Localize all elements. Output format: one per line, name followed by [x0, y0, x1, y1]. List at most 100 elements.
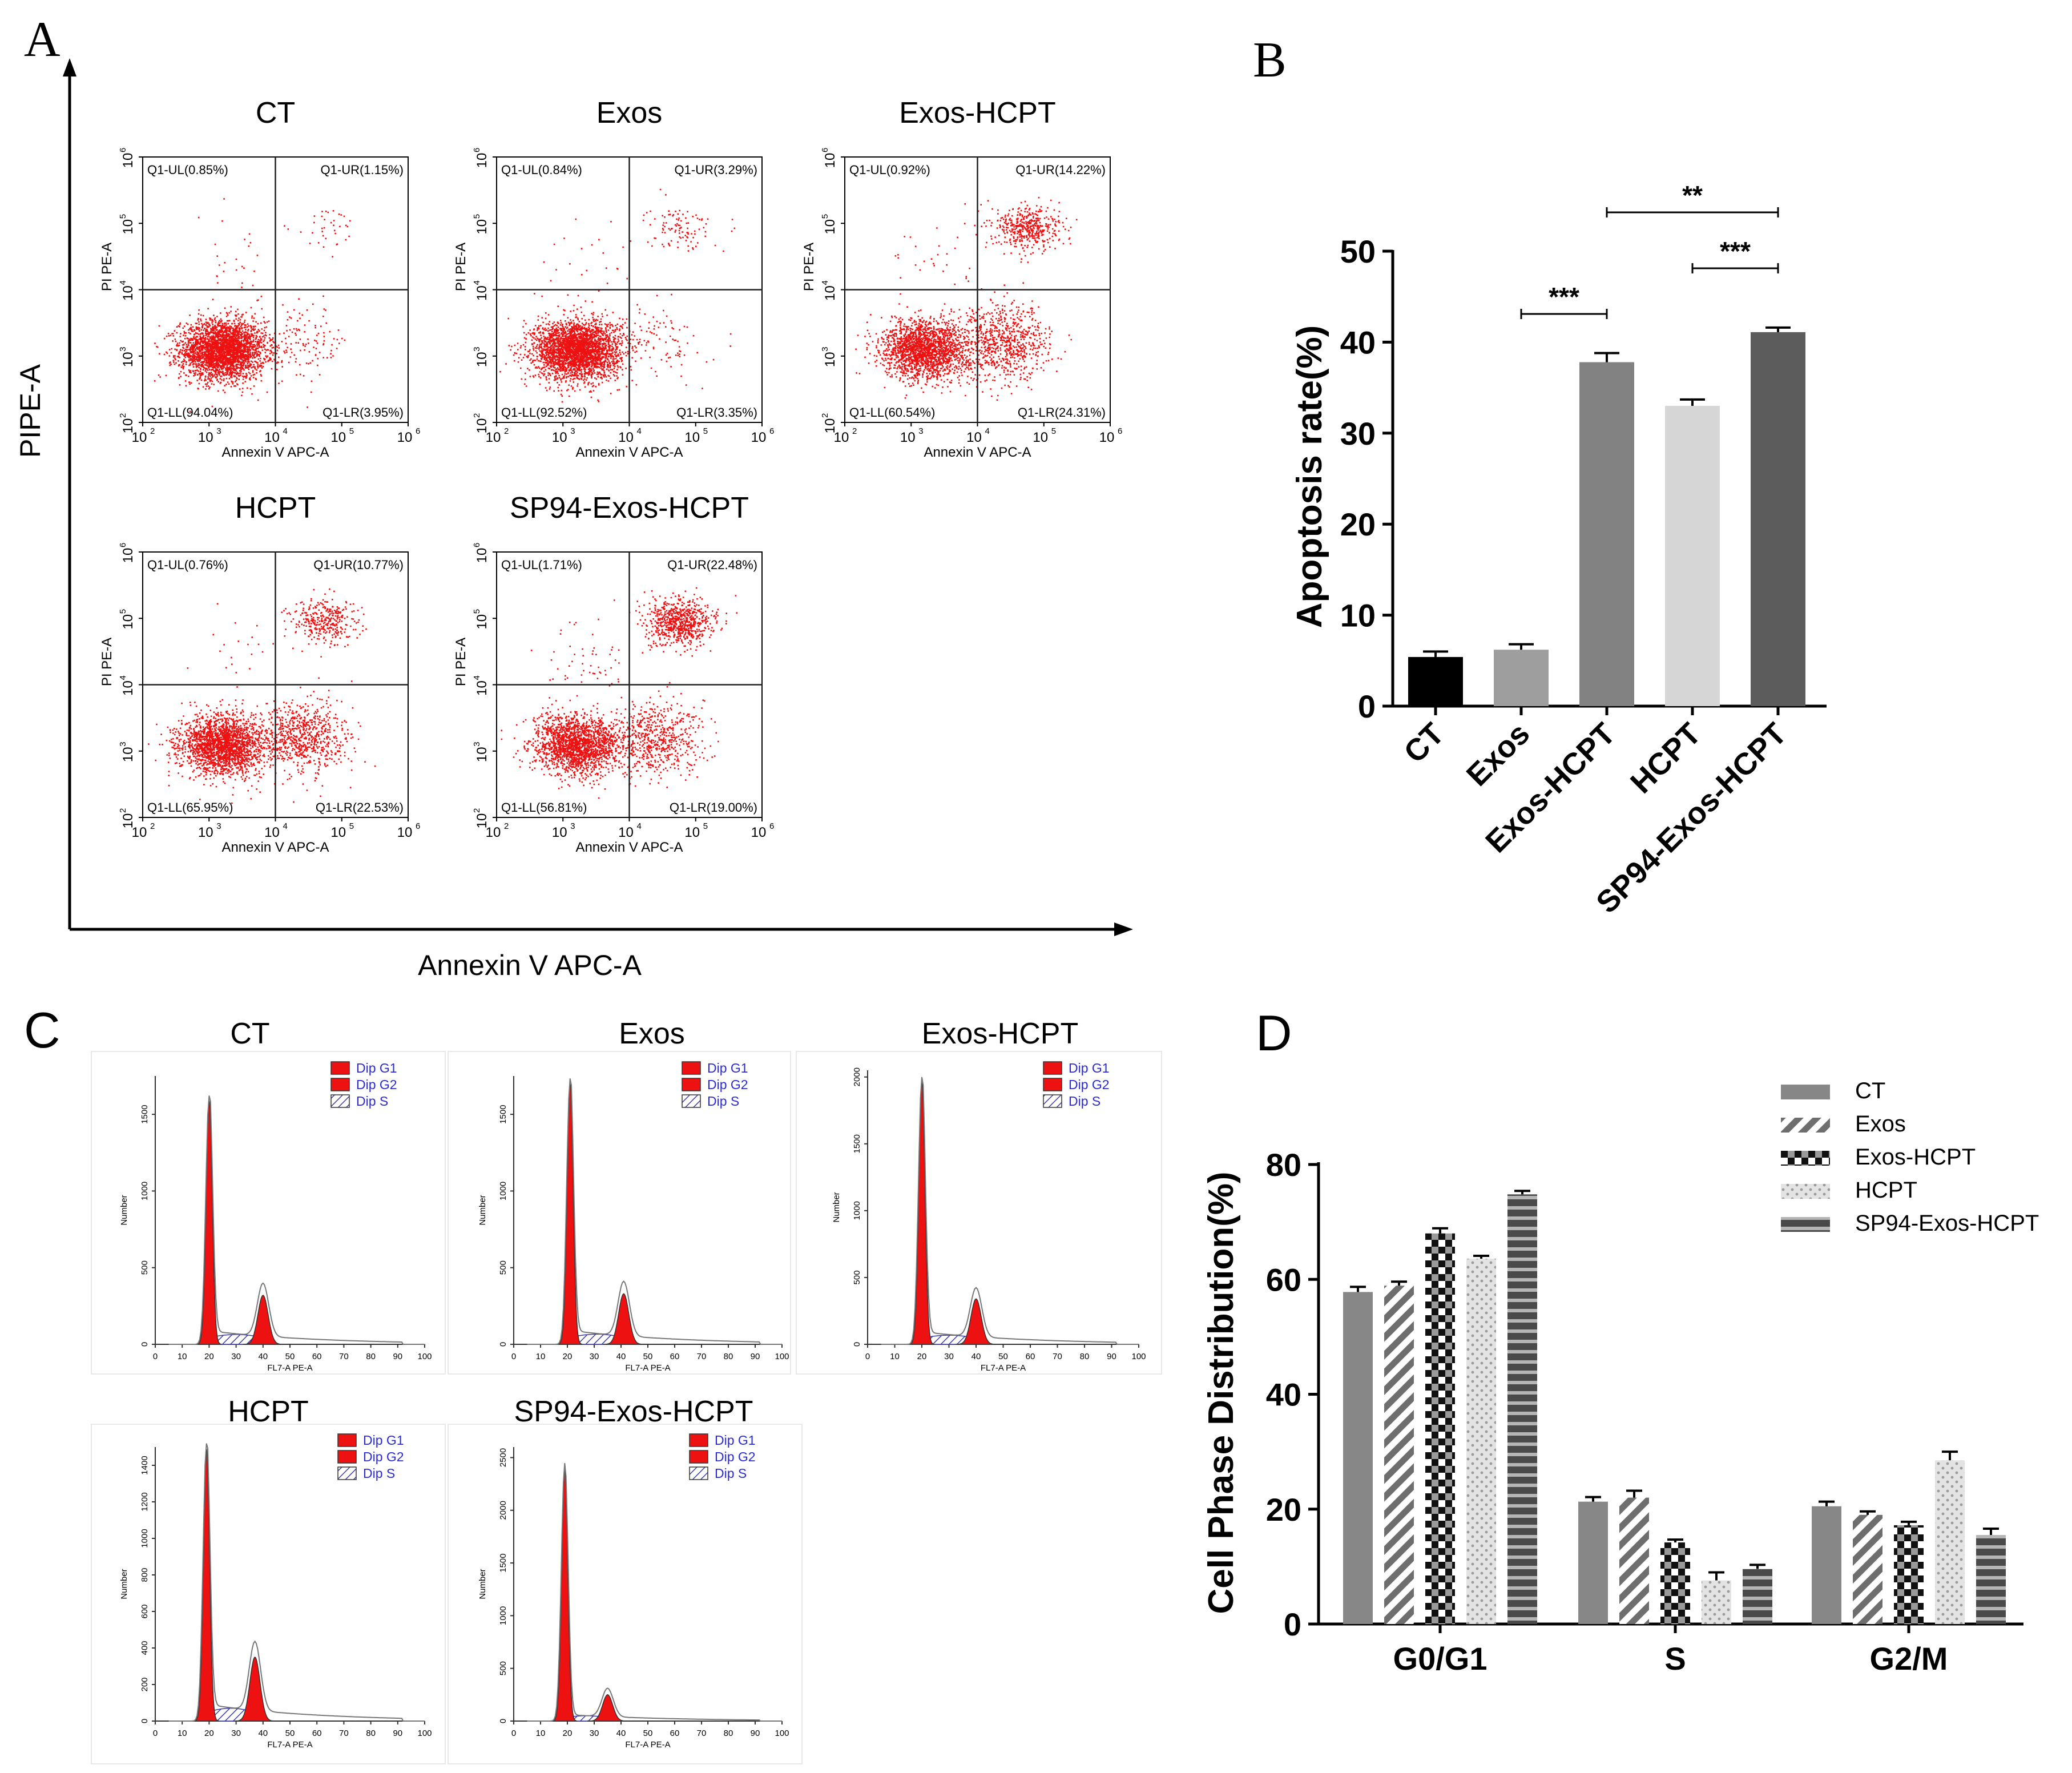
flow-xtick-exp: 4	[283, 821, 288, 831]
flow-ytick-label: 10	[823, 352, 838, 367]
flow-plot-xlabel: Annexin V APC-A	[575, 445, 683, 460]
panel-letter-a: A	[24, 12, 61, 67]
flow-plot-title: Exos-HCPT	[899, 96, 1055, 130]
flow-xtick-exp: 4	[283, 426, 288, 436]
panel-d-legend-swatch	[1781, 1184, 1830, 1199]
hist-xtick-label: 90	[393, 1352, 402, 1361]
hist-legend-swatch	[1043, 1094, 1062, 1108]
hist-ytick-label: 2000	[852, 1067, 862, 1086]
quadrant-label-ll: Q1-LL(92.52%)	[501, 405, 587, 420]
panel-a-ylabel: PIPE-A	[14, 364, 46, 458]
hist-xtick-label: 0	[511, 1352, 516, 1361]
flow-xtick-label: 10	[397, 825, 413, 840]
hist-legend-label: Dip S	[707, 1094, 739, 1109]
hist-ylabel: Number	[832, 1192, 841, 1222]
hist-frame	[91, 1051, 446, 1375]
flow-plots: CT Q1-UL(0.85%) Q1-UR(1.15%) Q1-LL(94.04%) Q…	[99, 96, 1122, 855]
flow-dots	[501, 587, 738, 799]
hist-legend-label: Dip G1	[1069, 1061, 1110, 1075]
flow-xtick-exp: 3	[216, 821, 221, 831]
flow-ytick-exp: 2	[472, 808, 482, 813]
quadrant-label-lr: Q1-LR(3.35%)	[676, 405, 757, 420]
hist-ytick-label: 2000	[498, 1501, 508, 1520]
hist-frame	[448, 1424, 803, 1764]
flow-dots	[855, 196, 1078, 401]
flow-xtick-label: 10	[751, 430, 767, 445]
flow-ytick-exp: 2	[118, 808, 128, 813]
flow-ytick-exp: 4	[472, 675, 482, 680]
hist-outline-trace	[168, 1443, 425, 1722]
panel-d-bar-2-1	[1853, 1514, 1882, 1624]
flow-ytick-label: 10	[474, 153, 490, 168]
flow-xtick-label: 10	[834, 430, 849, 445]
hist-xtick-label: 100	[775, 1728, 789, 1738]
flow-ytick-label: 10	[120, 813, 136, 829]
flow-xtick-exp: 5	[703, 821, 708, 831]
panel-b-bar-0	[1408, 656, 1463, 706]
quadrant-label-ur: Q1-UR(22.48%)	[667, 558, 757, 572]
quadrant-label-ul: Q1-UL(0.84%)	[501, 163, 582, 177]
hist-xtick-label: 100	[1131, 1352, 1146, 1361]
flow-dot-cloud	[501, 587, 738, 799]
panel-d-legend-label: SP94-Exos-HCPT	[1855, 1211, 2039, 1236]
hist-g1-peak	[909, 1082, 935, 1345]
hist-legend-label: Dip G2	[707, 1077, 748, 1092]
hist-title: HCPT	[228, 1395, 309, 1428]
flow-xtick-label: 10	[198, 825, 213, 840]
flow-ytick-exp: 3	[118, 742, 128, 746]
panel-letter-b: B	[1253, 33, 1287, 88]
hist-ytick-label: 1000	[498, 1182, 508, 1200]
hist-legend-swatch	[337, 1433, 357, 1447]
hist-legend-label: Dip G2	[363, 1449, 404, 1464]
hist-xtick-label: 20	[917, 1352, 927, 1361]
flow-xtick-label: 10	[264, 825, 280, 840]
hist-xtick-label: 50	[998, 1352, 1008, 1361]
flow-plot-1: Exos Q1-UL(0.84%) Q1-UR(3.29%) Q1-LL(92.52%…	[453, 96, 774, 460]
hist-xtick-label: 70	[697, 1728, 707, 1738]
flow-ytick-exp: 5	[472, 214, 482, 219]
flow-ytick-exp: 2	[820, 413, 830, 418]
panel-b-bar-2	[1579, 362, 1634, 706]
hist-legend-swatch	[689, 1466, 708, 1480]
hist-xtick-label: 30	[944, 1352, 954, 1361]
panel-b-bar-4	[1751, 332, 1805, 706]
panel-d-bar-2-3	[1935, 1460, 1965, 1624]
hist-ytick-label: 1000	[498, 1606, 508, 1625]
panel-d-bar-1-1	[1619, 1497, 1649, 1624]
hist-xtick-label: 60	[312, 1352, 322, 1361]
quadrant-label-ul: Q1-UL(1.71%)	[501, 558, 582, 572]
flow-plot-title: HCPT	[235, 491, 316, 525]
flow-xtick-exp: 5	[1051, 426, 1056, 436]
hist-ytick-label: 1000	[852, 1201, 862, 1220]
panel-d-bar-1-3	[1702, 1580, 1731, 1624]
panel-d-xtick-label: S	[1664, 1641, 1686, 1677]
flow-xtick-exp: 4	[637, 426, 642, 436]
panel-b-sig-label: ***	[1720, 236, 1751, 266]
flow-plot-2: Exos-HCPT Q1-UL(0.92%) Q1-UR(14.22%) Q1-LL(…	[801, 96, 1122, 460]
hist-xtick-label: 30	[590, 1728, 599, 1738]
flow-ytick-exp: 3	[118, 346, 128, 351]
hist-xtick-label: 10	[178, 1728, 187, 1738]
hist-xtick-label: 50	[643, 1352, 653, 1361]
panel-a-x-arrowhead	[1114, 922, 1133, 936]
hist-ylabel: Number	[478, 1195, 487, 1225]
flow-ytick-label: 10	[823, 418, 838, 434]
quadrant-label-lr: Q1-LR(24.31%)	[1018, 405, 1106, 420]
flow-dot-cloud	[154, 198, 351, 412]
hist-xtick-label: 40	[971, 1352, 981, 1361]
hist-outline-trace	[527, 1078, 782, 1345]
hist-xtick-label: 70	[1053, 1352, 1062, 1361]
flow-plot-3: HCPT Q1-UL(0.76%) Q1-UR(10.77%) Q1-LL(65.95…	[99, 491, 420, 855]
hist-outline-trace	[881, 1077, 1139, 1345]
panel-b-ytick-label: 50	[1340, 233, 1376, 269]
hist-ytick-label: 1500	[498, 1105, 508, 1123]
hist-outline-trace	[168, 1095, 425, 1345]
quadrant-label-ll: Q1-LL(60.54%)	[849, 405, 935, 420]
hist-legend-label: Dip G1	[356, 1061, 397, 1075]
panel-b-ylabel: Apoptosis rate(%)	[1290, 325, 1329, 628]
hist-ytick-label: 2500	[498, 1448, 508, 1467]
panel-d-bar-1-2	[1660, 1542, 1690, 1624]
flow-ytick-exp: 6	[472, 148, 482, 152]
flow-xtick-label: 10	[198, 430, 213, 445]
panel-b-ytick-label: 20	[1340, 506, 1376, 542]
